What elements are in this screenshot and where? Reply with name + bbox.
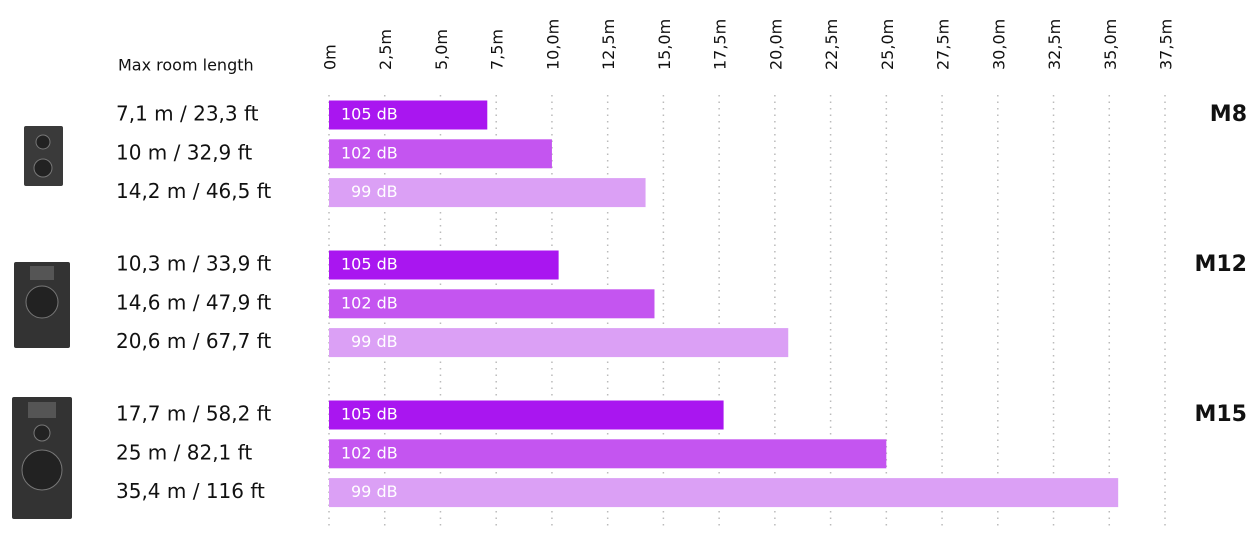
- bar: [329, 478, 1119, 508]
- speaker-driver: [25, 285, 59, 319]
- x-tick-label: 32,5m: [1045, 19, 1064, 70]
- x-tick-label: 30,0m: [989, 19, 1008, 70]
- bar-label: 105 dB: [341, 405, 398, 424]
- bar: [329, 178, 646, 208]
- row-label: 25 m / 82,1 ft: [116, 440, 252, 464]
- bar-label: 105 dB: [341, 255, 398, 274]
- bar: [329, 328, 789, 358]
- group-label: M15: [1194, 402, 1247, 427]
- x-tick-label: 37,5m: [1157, 19, 1176, 70]
- row-label: 14,6 m / 47,9 ft: [116, 290, 271, 314]
- x-tick-label: 15,0m: [655, 19, 674, 70]
- speaker-horn: [30, 266, 54, 280]
- x-tick-label: 27,5m: [934, 19, 953, 70]
- row-label: 17,7 m / 58,2 ft: [116, 402, 271, 426]
- bar-label: 99 dB: [351, 482, 398, 501]
- x-axis-label: Max room length: [118, 56, 254, 75]
- x-tick-label: 25,0m: [878, 19, 897, 70]
- x-tick-label: 10,0m: [543, 19, 562, 70]
- x-tick-label: 20,0m: [766, 19, 785, 70]
- row-label: 10,3 m / 33,9 ft: [116, 252, 271, 276]
- bar: [329, 100, 488, 130]
- bar: [329, 289, 655, 319]
- speaker-driver: [33, 424, 51, 442]
- bar-label: 102 dB: [341, 293, 398, 312]
- row-label: 7,1 m / 23,3 ft: [116, 102, 259, 126]
- x-tick-label: 5,0m: [432, 29, 451, 70]
- x-tick-label: 22,5m: [822, 19, 841, 70]
- bar: [329, 250, 559, 280]
- x-tick-label: 35,0m: [1101, 19, 1120, 70]
- speaker-m8: [24, 126, 63, 186]
- bar-label: 105 dB: [341, 105, 398, 124]
- x-tick-label: 7,5m: [488, 29, 507, 70]
- x-tick-label: 12,5m: [599, 19, 618, 70]
- bar: [329, 439, 887, 469]
- row-label: 20,6 m / 67,7 ft: [116, 329, 271, 353]
- row-label: 10 m / 32,9 ft: [116, 140, 252, 164]
- group-label: M12: [1194, 252, 1247, 277]
- speaker-driver: [21, 449, 63, 491]
- bar: [329, 400, 724, 430]
- speaker-horn: [28, 402, 56, 418]
- group-label: M8: [1210, 102, 1247, 127]
- row-label: 35,4 m / 116 ft: [116, 479, 265, 503]
- bar: [329, 139, 552, 169]
- speaker-icons: [12, 126, 72, 519]
- bar-label: 99 dB: [351, 182, 398, 201]
- bar-label: 102 dB: [341, 443, 398, 462]
- speaker-driver: [33, 158, 53, 178]
- speaker-driver: [35, 134, 51, 150]
- x-tick-label: 17,5m: [711, 19, 730, 70]
- x-tick-label: 0m: [321, 44, 340, 70]
- x-tick-label: 2,5m: [376, 29, 395, 70]
- bar-label: 102 dB: [341, 143, 398, 162]
- bar-label: 99 dB: [351, 332, 398, 351]
- row-label: 14,2 m / 46,5 ft: [116, 179, 271, 203]
